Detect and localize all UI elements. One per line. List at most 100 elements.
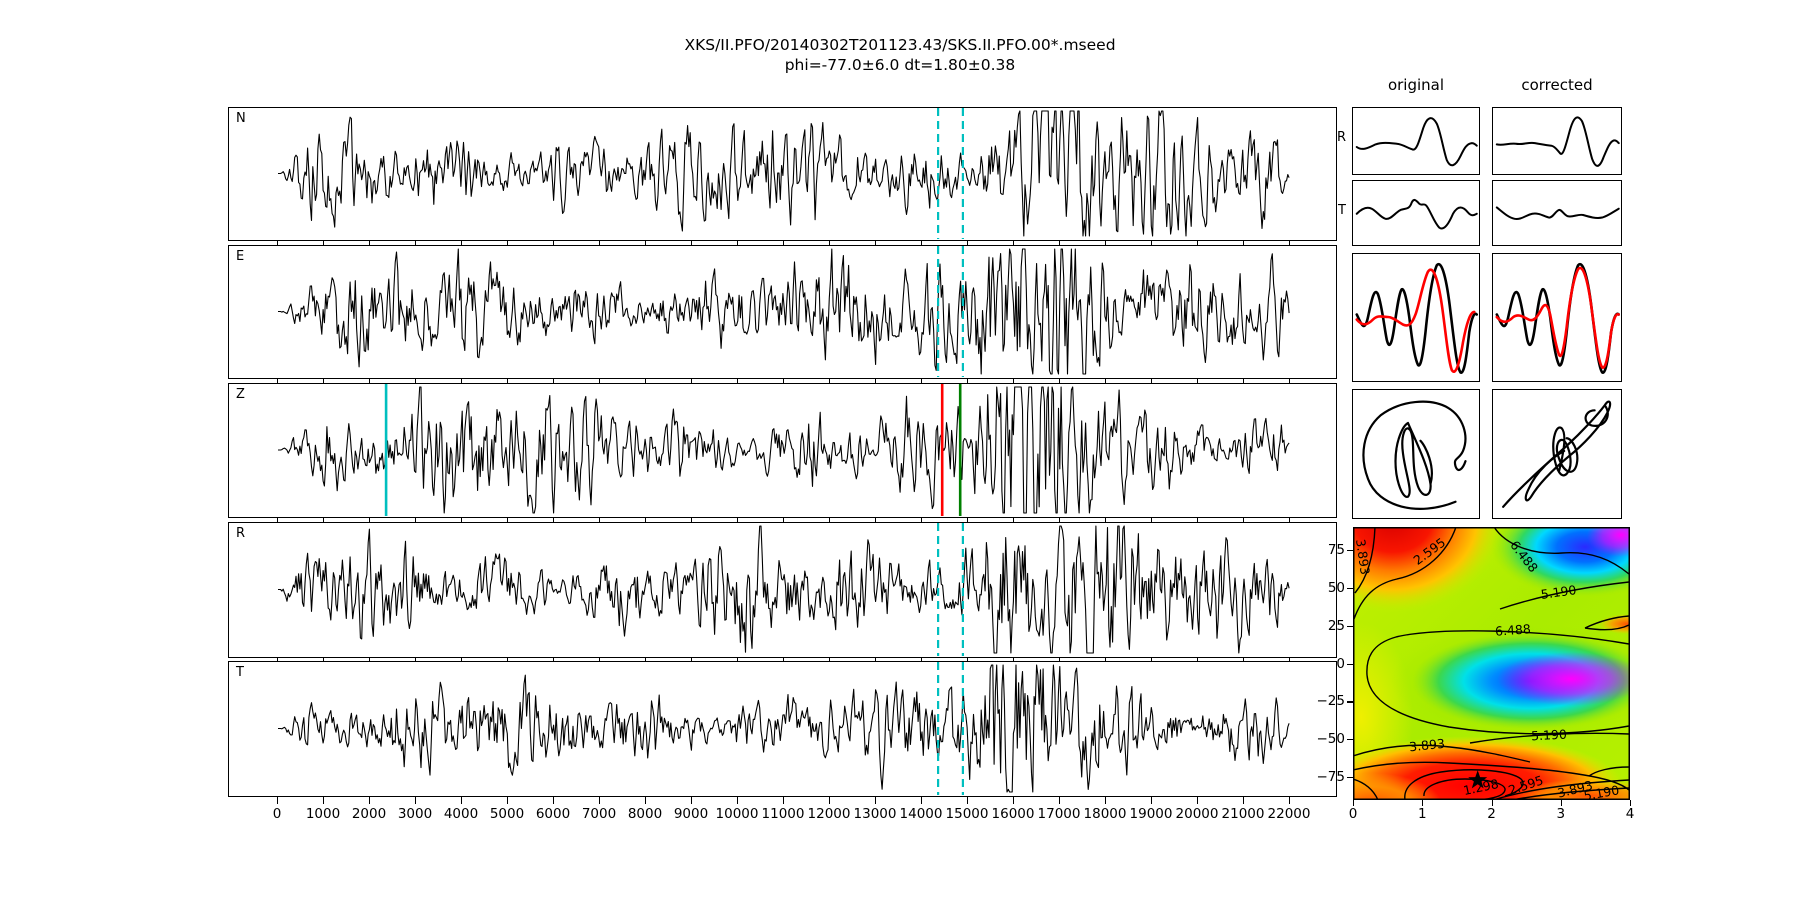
x-tick-mark [1289,379,1291,383]
panel-r-original [1352,107,1480,175]
contour-label-6.488: 6.488 [1495,621,1532,638]
x-tick-mark [507,241,509,245]
x-tick-mark [1059,658,1061,662]
x-tick-mark [1243,658,1245,662]
x-tick-mark [277,241,279,245]
x-tick-mark [967,241,969,245]
contour-label-5.190: 5.190 [1540,582,1578,602]
x-tick-mark [599,658,601,662]
x-tick-label: 14000 [899,806,943,822]
x-tick-label: 22000 [1267,806,1311,822]
x-tick-mark [645,241,647,245]
panel-label-T: T [236,665,244,680]
x-tick-mark [829,241,831,245]
x-tick-label: 6000 [535,806,571,822]
x-tick-mark [507,658,509,662]
x-tick-label: 20000 [1175,806,1219,822]
row-label-T: T [1338,203,1346,218]
x-tick-mark [507,518,509,522]
x-tick-mark [277,518,279,522]
x-tick-mark [1105,658,1107,662]
x-tick-mark [783,518,785,522]
x-tick-mark [461,241,463,245]
x-tick-label: 10000 [715,806,759,822]
waveform-panel-T: T [228,661,1337,797]
trace-N [278,110,1290,237]
x-tick-mark [1197,797,1199,804]
surface-y-tick-mark [1347,587,1353,589]
panel-t-corrected [1492,180,1622,246]
surface-x-tick-label: 1 [1418,806,1427,822]
x-tick-mark [415,241,417,245]
surface-y-tick-mark [1347,625,1353,627]
x-tick-mark [461,658,463,662]
panel-t-original [1352,180,1480,246]
x-tick-mark [415,797,417,804]
x-tick-mark [1197,241,1199,245]
x-tick-label: 11000 [761,806,805,822]
panel-particle-motion-original [1352,389,1480,519]
x-tick-mark [599,518,601,522]
x-tick-mark [1105,379,1107,383]
waveform-panel-N: N [228,107,1337,241]
x-tick-mark [1059,379,1061,383]
x-tick-mark [1105,797,1107,804]
x-tick-label: 15000 [945,806,989,822]
x-tick-mark [921,518,923,522]
x-tick-mark [737,241,739,245]
x-tick-mark [1059,797,1061,804]
waveform-plot-Z [278,384,1290,516]
x-tick-mark [737,797,739,804]
best-fit-star-marker [1468,770,1488,789]
x-tick-mark [323,518,325,522]
x-tick-label: 4000 [443,806,479,822]
x-tick-mark [783,658,785,662]
waveform-panel-Z: Z [228,383,1337,518]
panel-label-R: R [236,526,246,541]
x-tick-mark [1289,658,1291,662]
surface-y-tick-mark [1347,701,1353,703]
x-tick-label: 3000 [397,806,433,822]
x-tick-mark [829,518,831,522]
x-tick-mark [1151,518,1153,522]
x-tick-mark [415,379,417,383]
x-tick-mark [599,241,601,245]
x-tick-label: 7000 [581,806,617,822]
surface-y-tick-mark [1347,739,1353,741]
waveform-plot-R [278,523,1290,656]
figure-title: XKS/II.PFO/20140302T201123.43/SKS.II.PFO… [684,36,1116,54]
x-tick-mark [1013,241,1015,245]
x-tick-label: 17000 [1037,806,1081,822]
contour-lines [1353,527,1630,800]
x-tick-mark [507,797,509,804]
x-tick-mark [1151,241,1153,245]
surface-y-tick-label: 75 [1327,541,1345,558]
surface-x-tick-mark [1491,800,1493,806]
trace-E [278,248,1290,375]
x-tick-mark [553,379,555,383]
x-tick-mark [921,241,923,245]
x-tick-mark [737,518,739,522]
trace-T [278,664,1290,793]
x-tick-mark [1197,379,1199,383]
contour-label-3.893: 3.893 [1556,777,1594,800]
x-tick-mark [369,658,371,662]
x-tick-mark [461,797,463,804]
x-tick-mark [553,518,555,522]
x-tick-label: 0 [272,806,282,822]
x-tick-label: 2000 [351,806,387,822]
contour-label-1.298: 1.298 [1462,776,1500,798]
surface-y-tick-mark [1347,663,1353,665]
x-tick-mark [277,379,279,383]
x-tick-mark [875,658,877,662]
surface-x-tick-mark [1560,800,1562,806]
x-tick-mark [1289,518,1291,522]
surface-y-tick-label: 0 [1336,655,1345,672]
x-tick-mark [691,241,693,245]
x-tick-mark [1289,241,1291,245]
x-tick-mark [783,241,785,245]
x-tick-mark [1197,658,1199,662]
surface-y-tick-label: 50 [1327,579,1345,596]
x-tick-mark [1013,379,1015,383]
